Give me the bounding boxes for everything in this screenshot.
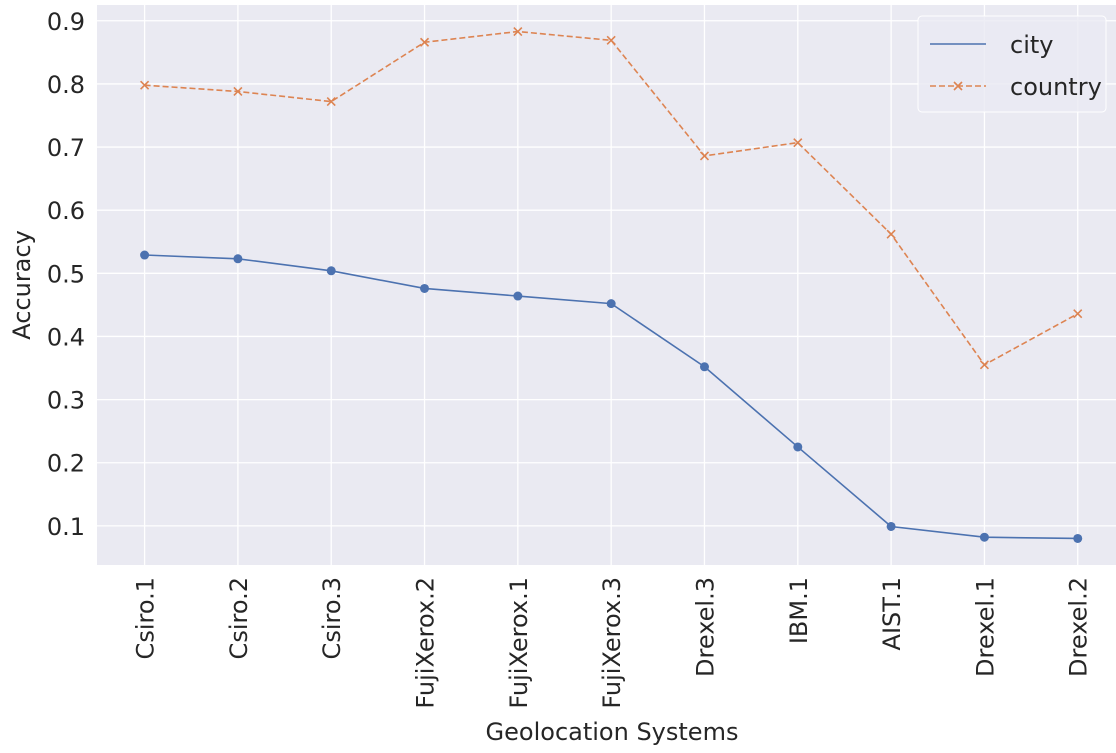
data-point — [1073, 309, 1083, 319]
y-tick-label: 0.7 — [47, 134, 85, 162]
data-point — [420, 283, 430, 293]
x-tick-label: FujiXerox.2 — [412, 577, 440, 709]
legend: city country — [917, 15, 1107, 113]
x-tick-label: Csiro.2 — [225, 577, 253, 659]
data-point — [606, 299, 616, 309]
data-point — [140, 80, 150, 90]
data-point — [513, 26, 523, 37]
y-axis-label: Accuracy — [8, 230, 36, 340]
x-tick-label: FujiXerox.1 — [505, 577, 533, 709]
x-tick-label: AIST.1 — [878, 577, 906, 650]
y-tick-label: 0.5 — [47, 260, 85, 288]
data-point — [326, 266, 336, 276]
y-tick-label: 0.9 — [47, 8, 85, 36]
x-tick-label: Drexel.3 — [691, 577, 719, 677]
x-axis-label: Geolocation Systems — [486, 718, 739, 746]
y-tick-label: 0.8 — [47, 71, 85, 99]
legend-label: country — [1010, 73, 1102, 101]
data-point — [979, 532, 989, 542]
data-point — [140, 250, 150, 260]
data-point — [233, 254, 243, 264]
y-tick-label: 0.6 — [47, 197, 85, 225]
series — [140, 250, 1083, 543]
x-tick-label: IBM.1 — [785, 577, 813, 644]
y-tick-label: 0.2 — [47, 450, 85, 478]
legend-marker — [953, 81, 963, 91]
line — [144, 30, 1079, 366]
data-point — [793, 442, 803, 452]
data-point — [886, 521, 896, 531]
y-tick-label: 0.3 — [47, 387, 85, 415]
data-point — [326, 97, 336, 107]
data-point — [513, 291, 523, 301]
legend-box — [917, 15, 1107, 113]
series — [140, 26, 1083, 370]
data-point — [793, 138, 803, 148]
data-point — [606, 35, 616, 45]
legend-label: city — [1010, 31, 1053, 59]
x-tick-label: FujiXerox.3 — [598, 577, 626, 709]
x-tick-label: Drexel.1 — [971, 577, 999, 677]
data-point — [979, 360, 989, 370]
x-tick-label: Csiro.3 — [318, 577, 346, 659]
data-point — [886, 229, 896, 239]
data-point — [1073, 533, 1083, 543]
data-point — [419, 37, 430, 47]
data-point — [233, 86, 243, 97]
y-tick-label: 0.1 — [47, 513, 85, 541]
data-point — [699, 362, 709, 372]
x-tick-label: Csiro.1 — [132, 577, 160, 659]
x-tick-label: Drexel.2 — [1065, 577, 1093, 677]
y-tick-label: 0.4 — [47, 323, 85, 351]
data-point — [699, 151, 710, 161]
